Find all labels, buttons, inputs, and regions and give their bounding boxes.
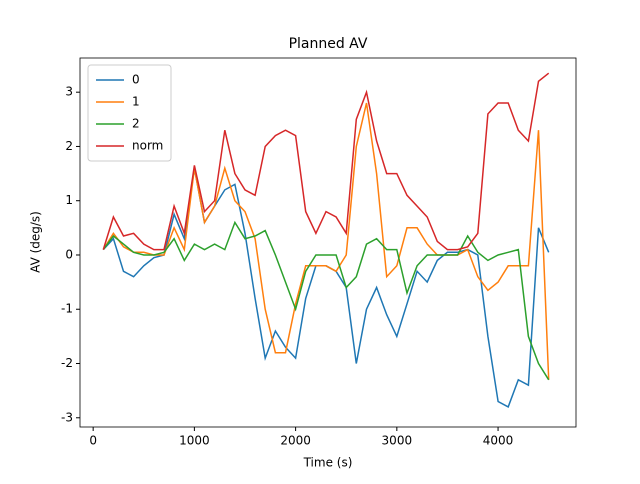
legend-box — [87, 64, 172, 162]
legend-label: 1 — [132, 95, 140, 109]
x-tick-label: 1000 — [179, 434, 210, 448]
y-tick-label: 0 — [65, 247, 73, 261]
x-tick-label: 3000 — [382, 434, 413, 448]
y-tick-label: 2 — [65, 139, 73, 153]
y-tick-label: -1 — [61, 302, 73, 316]
chart-title: Planned AV — [289, 36, 368, 52]
legend-label: 0 — [132, 73, 140, 87]
line-series — [102, 102, 550, 380]
x-tick-label: 2000 — [280, 434, 311, 448]
y-tick-label: 3 — [65, 85, 73, 99]
x-tick-label: 4000 — [483, 434, 514, 448]
x-tick-label: 0 — [89, 434, 97, 448]
legend-label: 2 — [132, 117, 140, 131]
y-tick-label: -3 — [61, 410, 73, 424]
line-series — [102, 72, 550, 251]
y-tick-label: -2 — [61, 356, 73, 370]
line-series — [102, 220, 550, 381]
y-tick-label: 1 — [65, 193, 73, 207]
plot-frame — [79, 57, 577, 428]
legend-label: norm — [132, 139, 163, 153]
y-axis-label: AV (deg/s) — [29, 211, 43, 273]
x-axis-label: Time (s) — [303, 456, 353, 470]
